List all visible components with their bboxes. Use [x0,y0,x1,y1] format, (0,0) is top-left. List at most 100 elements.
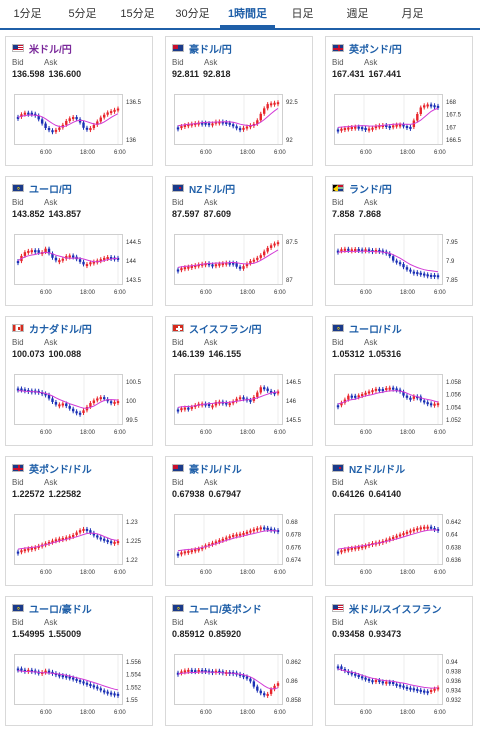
rate-card[interactable]: ユーロ/円 Bid Ask 143.852 143.857 144.5 144 143.5 6:… [5,176,153,306]
candle [187,669,190,672]
rate-card[interactable]: ランド/円 Bid Ask 7.858 7.868 7.95 7.9 7.85 6:00 18:0… [325,176,473,306]
currency-pair-link[interactable]: 豪ドル/円 [189,44,232,56]
rate-card[interactable]: NZドル/ドル Bid Ask 0.64126 0.64140 0.642 0.64 0.63… [325,456,473,586]
candle [371,680,374,683]
currency-pair-link[interactable]: 英ポンド/ドル [29,464,92,476]
rate-card[interactable]: ユーロ/英ポンド Bid Ask 0.85912 0.85920 0.862 0.86 0.8… [165,596,313,726]
tab-3[interactable]: 30分足 [175,8,210,20]
tab-6[interactable]: 週足 [346,8,369,20]
currency-pair-link[interactable]: ランド/円 [349,184,392,196]
candle [378,125,381,128]
candle [436,687,440,690]
currency-pair-link[interactable]: 豪ドル/ドル [189,464,242,476]
candle [409,126,412,129]
tab-4[interactable]: 1時間足 [220,0,275,28]
candle [350,395,353,398]
rate-card[interactable]: 豪ドル/円 Bid Ask 92.811 92.818 92.5 92 6:00 18:00 6:… [165,36,313,166]
tab-5[interactable]: 日足 [291,8,314,20]
ask-label: Ask [364,478,378,487]
rate-card[interactable]: NZドル/円 Bid Ask 87.597 87.609 87.5 87 6:00 18:00 6… [165,176,313,306]
candle [336,551,340,554]
card-header: 豪ドル/ドル [172,462,242,476]
candle [378,388,381,391]
candle [249,530,252,533]
candle [65,120,68,125]
candle [92,400,96,404]
candle [245,263,249,267]
rate-card[interactable]: 英ポンド/ドル Bid Ask 1.22572 1.22582 1.23 1.225 1.22… [5,456,153,586]
tab-0[interactable]: 1分足 [13,8,42,20]
candle [109,541,113,544]
currency-pair-link[interactable]: ユーロ/円 [29,184,72,196]
currency-pair-link[interactable]: 米ドル/円 [29,44,72,56]
candle [176,553,180,556]
candle [245,531,249,534]
candle [78,530,82,533]
currency-pair-link[interactable]: NZドル/円 [189,184,236,196]
candle [200,263,204,266]
rate-card[interactable]: ユーロ/ドル Bid Ask 1.05312 1.05316 1.058 1.056 1.05… [325,316,473,446]
rate-card[interactable]: 米ドル/スイスフラン Bid Ask 0.93458 0.93473 0.94 0.938 0… [325,596,473,726]
candle [68,255,71,258]
candle [238,397,242,400]
candle [228,536,231,539]
bid-label: Bid [172,478,184,487]
candle [116,257,120,260]
y-tick-label: 87 [286,278,293,284]
candle [187,550,190,553]
candle [433,688,436,691]
rate-card[interactable]: 米ドル/円 Bid Ask 136.598 136.600 136.5 136 6:00 18:… [5,36,153,166]
rate-card[interactable]: 英ポンド/円 Bid Ask 167.431 167.441 168 167.5 167 166… [325,36,473,166]
rate-card[interactable]: カナダドル/円 Bid Ask 100.073 100.088 100.5 100 99.5 6… [5,316,153,446]
candle [340,128,343,131]
currency-pair-link[interactable]: カナダドル/円 [29,324,92,336]
candle [426,104,429,107]
candle [75,678,78,681]
y-tick-label: 1.55 [126,698,138,704]
currency-pair-link[interactable]: ユーロ/豪ドル [29,604,92,616]
candle [385,539,388,542]
candle [259,527,262,530]
x-tick-label: 18:00 [80,710,96,716]
candle [113,109,116,112]
y-tick-label: 92 [286,138,293,144]
rate-card[interactable]: ユーロ/豪ドル Bid Ask 1.54995 1.55009 1.556 1.554 1.5… [5,596,153,726]
ask-label: Ask [204,338,218,347]
currency-pair-link[interactable]: ユーロ/英ポンド [189,604,262,616]
candle [336,405,340,408]
y-tick-label: 1.22 [126,558,138,564]
candle [92,261,96,264]
candle [44,248,47,253]
candle [433,274,436,277]
currency-pair-link[interactable]: スイスフラン/円 [189,324,262,336]
ask-value: 7.868 [358,209,382,219]
currency-pair-link[interactable]: 米ドル/スイスフラン [349,604,442,616]
currency-pair-link[interactable]: ユーロ/ドル [349,324,402,336]
currency-pair-link[interactable]: NZドル/ドル [349,464,406,476]
candle [429,690,433,693]
candle [204,122,207,125]
candle [214,121,218,124]
candle [75,117,78,120]
currency-pair-link[interactable]: 英ポンド/円 [349,44,402,56]
candle [347,548,350,551]
bid-value: 136.598 [12,69,45,79]
candle [388,387,391,390]
tab-2[interactable]: 15分足 [120,8,155,20]
x-tick-label: 6:00 [114,570,126,576]
rate-card[interactable]: 豪ドル/ドル Bid Ask 0.67938 0.67947 0.68 0.678 0.676… [165,456,313,586]
tab-7[interactable]: 月足 [401,8,424,20]
rate-card[interactable]: スイスフラン/円 Bid Ask 146.139 146.155 146.5 146 145.… [165,316,313,446]
bid-label: Bid [172,338,184,347]
candle [367,678,371,681]
flag-icon [12,44,24,52]
candle [116,541,120,544]
y-tick-label: 1.056 [446,393,462,399]
bid-ask-values: 136.598 136.600 [12,69,85,79]
candle [402,533,405,536]
tab-1[interactable]: 5分足 [68,8,97,20]
candle [423,526,426,529]
candle [276,242,280,245]
candle [54,257,58,261]
